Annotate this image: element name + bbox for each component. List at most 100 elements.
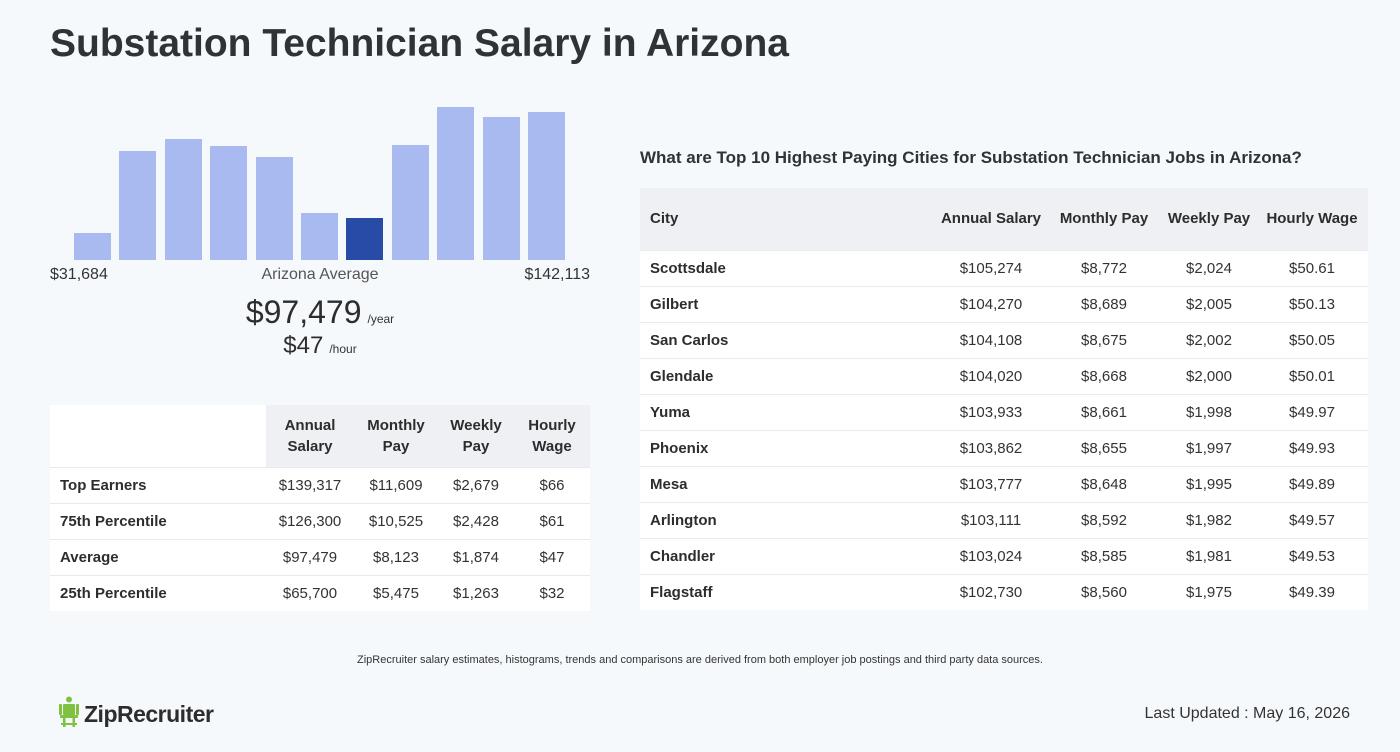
- cell-hourly: $50.61: [1256, 249, 1368, 286]
- cell-hourly: $47: [514, 538, 590, 575]
- row-label: 25th Percentile: [50, 574, 266, 611]
- cell-weekly: $1,998: [1162, 393, 1256, 430]
- histogram-min-label: $31,684: [50, 266, 108, 283]
- city-name: Yuma: [640, 393, 936, 430]
- ziprecruiter-chair-icon: [58, 696, 80, 733]
- city-name: San Carlos: [640, 321, 936, 358]
- histogram-center-label: Arizona Average: [261, 266, 379, 283]
- table-row: Glendale $104,020 $8,668 $2,000 $50.01: [640, 357, 1368, 394]
- cell-hourly: $66: [514, 466, 590, 503]
- average-hourly-value: $47: [283, 332, 324, 359]
- percentile-table: Annual Salary Monthly Pay Weekly Pay Hou…: [50, 405, 590, 611]
- cell-monthly: $8,560: [1046, 573, 1162, 610]
- cell-hourly: $50.05: [1256, 321, 1368, 358]
- cell-hourly: $49.97: [1256, 393, 1368, 430]
- cell-monthly: $8,675: [1046, 321, 1162, 358]
- average-yearly-unit: /year: [367, 312, 395, 326]
- salary-histogram: [50, 100, 590, 260]
- percentile-header-hourly: Hourly Wage: [514, 405, 590, 467]
- row-label: Top Earners: [50, 466, 266, 503]
- cell-hourly: $49.53: [1256, 537, 1368, 574]
- cell-annual: $65,700: [266, 574, 354, 611]
- cell-annual: $103,777: [936, 465, 1046, 502]
- cell-monthly: $8,689: [1046, 285, 1162, 322]
- cell-monthly: $8,661: [1046, 393, 1162, 430]
- cell-hourly: $49.93: [1256, 429, 1368, 466]
- city-name: Flagstaff: [640, 573, 936, 610]
- cell-monthly: $8,655: [1046, 429, 1162, 466]
- histogram-bar: [165, 139, 202, 260]
- table-row: Average $97,479 $8,123 $1,874 $47: [50, 538, 590, 575]
- cell-weekly: $1,981: [1162, 537, 1256, 574]
- cell-annual: $103,862: [936, 429, 1046, 466]
- footnote: ZipRecruiter salary estimates, histogram…: [357, 654, 1043, 666]
- cell-weekly: $2,428: [438, 502, 514, 539]
- table-row: Arlington $103,111 $8,592 $1,982 $49.57: [640, 501, 1368, 538]
- city-name: Arlington: [640, 501, 936, 538]
- cell-weekly: $1,263: [438, 574, 514, 611]
- cell-weekly: $2,024: [1162, 249, 1256, 286]
- cell-hourly: $32: [514, 574, 590, 611]
- histogram-bar: [256, 157, 293, 260]
- table-row: Scottsdale $105,274 $8,772 $2,024 $50.61: [640, 249, 1368, 286]
- cell-hourly: $50.01: [1256, 357, 1368, 394]
- cell-annual: $105,274: [936, 249, 1046, 286]
- cell-annual: $103,933: [936, 393, 1046, 430]
- histogram-bar-highlight: [346, 218, 383, 260]
- cell-annual: $104,270: [936, 285, 1046, 322]
- cell-hourly: $61: [514, 502, 590, 539]
- cell-weekly: $2,005: [1162, 285, 1256, 322]
- cell-annual: $104,108: [936, 321, 1046, 358]
- cities-table-header: City Annual Salary Monthly Pay Weekly Pa…: [640, 188, 1368, 250]
- histogram-bar: [74, 233, 111, 260]
- cities-title: What are Top 10 Highest Paying Cities fo…: [640, 148, 1302, 167]
- cell-weekly: $2,002: [1162, 321, 1256, 358]
- cell-weekly: $2,679: [438, 466, 514, 503]
- average-hourly-unit: /hour: [329, 342, 357, 356]
- cell-annual: $139,317: [266, 466, 354, 503]
- percentile-header-blank: [50, 405, 266, 467]
- percentile-header-monthly: Monthly Pay: [354, 405, 438, 467]
- cell-monthly: $8,668: [1046, 357, 1162, 394]
- city-name: Chandler: [640, 537, 936, 574]
- average-hourly: $47/hour: [50, 332, 590, 360]
- cell-weekly: $1,995: [1162, 465, 1256, 502]
- cell-weekly: $1,997: [1162, 429, 1256, 466]
- percentile-header-annual: Annual Salary: [266, 405, 354, 467]
- cell-annual: $103,111: [936, 501, 1046, 538]
- cell-weekly: $1,982: [1162, 501, 1256, 538]
- histogram-bar: [392, 145, 429, 260]
- table-row: Mesa $103,777 $8,648 $1,995 $49.89: [640, 465, 1368, 502]
- table-row: Flagstaff $102,730 $8,560 $1,975 $49.39: [640, 573, 1368, 610]
- percentile-table-header: Annual Salary Monthly Pay Weekly Pay Hou…: [50, 405, 590, 467]
- histogram-bar: [210, 146, 247, 260]
- table-row: 75th Percentile $126,300 $10,525 $2,428 …: [50, 502, 590, 539]
- cell-monthly: $8,123: [354, 538, 438, 575]
- table-row: Chandler $103,024 $8,585 $1,981 $49.53: [640, 537, 1368, 574]
- city-name: Glendale: [640, 357, 936, 394]
- cell-monthly: $8,772: [1046, 249, 1162, 286]
- cities-header-city: City: [640, 188, 936, 250]
- cities-table: City Annual Salary Monthly Pay Weekly Pa…: [640, 188, 1368, 610]
- cell-annual: $104,020: [936, 357, 1046, 394]
- cell-monthly: $8,592: [1046, 501, 1162, 538]
- table-row: San Carlos $104,108 $8,675 $2,002 $50.05: [640, 321, 1368, 358]
- city-name: Gilbert: [640, 285, 936, 322]
- row-label: Average: [50, 538, 266, 575]
- cities-header-weekly: Weekly Pay: [1162, 188, 1256, 250]
- last-updated: Last Updated : May 16, 2026: [1144, 705, 1350, 722]
- cell-monthly: $5,475: [354, 574, 438, 611]
- city-name: Scottsdale: [640, 249, 936, 286]
- cell-weekly: $1,975: [1162, 573, 1256, 610]
- average-yearly-value: $97,479: [245, 294, 362, 330]
- cell-annual: $126,300: [266, 502, 354, 539]
- cell-hourly: $49.39: [1256, 573, 1368, 610]
- table-row: Yuma $103,933 $8,661 $1,998 $49.97: [640, 393, 1368, 430]
- histogram-bar: [528, 112, 565, 260]
- logo-text: ZipRecruiter: [84, 701, 214, 727]
- percentile-header-weekly: Weekly Pay: [438, 405, 514, 467]
- ziprecruiter-logo[interactable]: ZipRecruiter: [58, 696, 214, 733]
- cell-hourly: $50.13: [1256, 285, 1368, 322]
- cell-annual: $102,730: [936, 573, 1046, 610]
- histogram-bar: [437, 107, 474, 260]
